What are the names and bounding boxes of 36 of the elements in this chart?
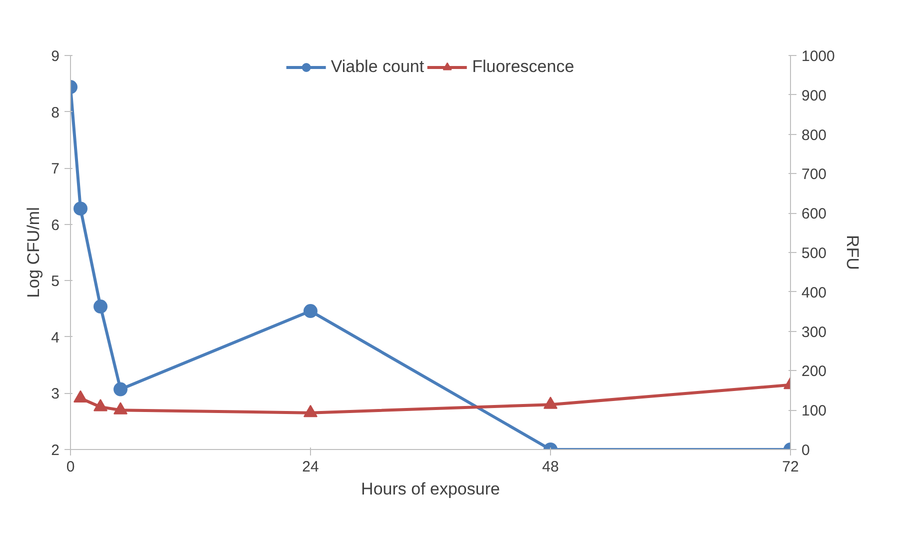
y2-tick-label: 100 (802, 402, 827, 420)
y2-tick-label: 1000 (802, 48, 835, 65)
y2-tick-label: 200 (802, 363, 827, 380)
point (74, 202, 88, 216)
x-tick-label: 72 (782, 458, 799, 476)
point (94, 300, 108, 314)
x-tick-label: 0 (66, 458, 75, 476)
y-tick-label: 8 (51, 104, 60, 122)
y2-axis-title: RFU (842, 235, 862, 270)
y-tick-label: 7 (51, 160, 60, 178)
y2-tick-label: 700 (802, 166, 827, 184)
y-tick-label: 3 (51, 386, 60, 403)
point (74, 390, 88, 403)
y-tick-label: 9 (51, 48, 60, 65)
legend-label: Viable count (330, 57, 424, 77)
point (304, 404, 318, 418)
y2-tick-label: 300 (802, 324, 827, 341)
y-tick-label: 5 (51, 273, 60, 290)
y-tick-label: 4 (51, 329, 60, 346)
y2-tick-label: 500 (802, 245, 827, 262)
point (304, 304, 318, 318)
x-axis-title: Hours of exposure (361, 480, 500, 498)
y-tick-label: 2 (51, 442, 60, 459)
x-tick-label: 24 (302, 458, 319, 476)
y2-tick-label: 400 (802, 284, 827, 302)
legend-label: Fluorescence (472, 57, 574, 77)
y2-tick-label: 600 (802, 206, 827, 223)
y-tick-label: 6 (51, 216, 60, 234)
point (94, 398, 108, 412)
point (114, 382, 128, 396)
y2-tick-label: 0 (802, 442, 810, 459)
y2-tick-label: 800 (802, 126, 827, 144)
y2-tick-label: 900 (802, 87, 827, 104)
x-tick-label: 48 (542, 458, 559, 476)
y-axis-title: Log CFU/ml (24, 207, 44, 298)
point (114, 402, 128, 414)
